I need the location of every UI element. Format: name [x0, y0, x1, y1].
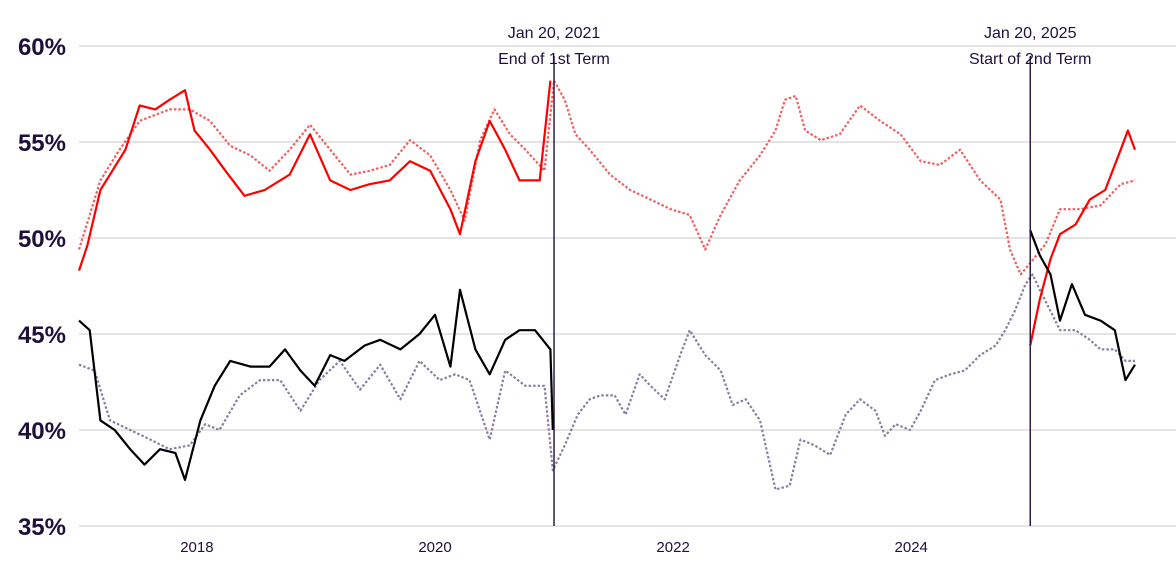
annotation-label: Start of 2nd Term	[969, 51, 1091, 68]
x-axis: 2018 2020 2022 2024	[180, 539, 928, 556]
gridlines	[79, 45, 1176, 527]
x-tick-label: 2024	[895, 539, 928, 556]
y-axis: 35% 40% 45% 50% 55% 60%	[18, 34, 66, 541]
annotation-label: End of 1st Term	[498, 51, 610, 68]
series-lines	[77, 79, 1137, 491]
y-tick-label: 40%	[18, 418, 66, 445]
disapprove-line	[1029, 129, 1137, 346]
y-tick-label: 55%	[18, 130, 66, 157]
disapprove-comparison-line	[77, 79, 1136, 276]
y-tick-label: 45%	[18, 322, 66, 349]
x-tick-label: 2020	[418, 539, 451, 556]
approve-line	[1029, 229, 1136, 382]
y-tick-label: 35%	[18, 514, 66, 541]
approve-line	[78, 288, 554, 481]
disapprove-line	[77, 80, 552, 271]
annotations: Jan 20, 2021 End of 1st Term Jan 20, 2025 S…	[498, 25, 1091, 526]
y-tick-label: 60%	[18, 34, 66, 61]
y-tick-label: 50%	[18, 226, 66, 253]
x-tick-label: 2018	[180, 539, 213, 556]
approve-comparison-line	[78, 273, 1135, 491]
annotation-date: Jan 20, 2021	[508, 25, 601, 42]
annotation-date: Jan 20, 2025	[984, 25, 1077, 42]
x-tick-label: 2022	[656, 539, 689, 556]
